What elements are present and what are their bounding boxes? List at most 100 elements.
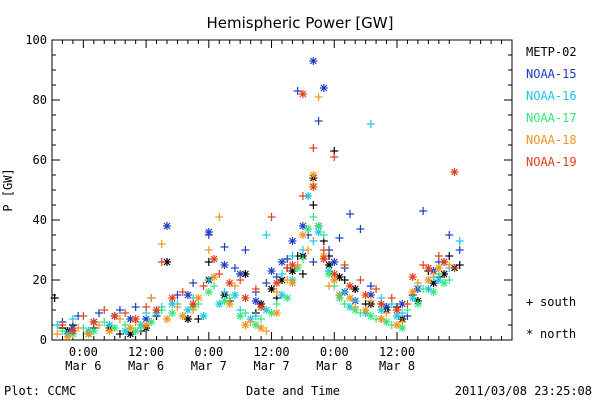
star-d2 bbox=[241, 294, 249, 302]
star-d2 bbox=[126, 330, 134, 338]
south-point bbox=[100, 306, 109, 314]
south-point bbox=[251, 285, 260, 293]
star-d2 bbox=[184, 315, 192, 323]
x-tick-date: Mar 6 bbox=[65, 359, 101, 373]
south-point bbox=[131, 303, 140, 311]
south-point bbox=[356, 225, 365, 233]
star-d2 bbox=[147, 318, 155, 326]
south-point bbox=[157, 240, 166, 248]
star-d2 bbox=[226, 279, 234, 287]
north-point bbox=[267, 267, 276, 275]
north-point bbox=[183, 291, 192, 299]
north-point bbox=[366, 312, 375, 320]
south-point bbox=[304, 246, 313, 254]
star-d2 bbox=[189, 300, 197, 308]
south-point bbox=[309, 213, 318, 221]
north-point bbox=[440, 258, 449, 266]
star-d2 bbox=[111, 324, 119, 332]
star-d2 bbox=[283, 294, 291, 302]
north-point bbox=[220, 261, 229, 269]
south-point bbox=[189, 279, 198, 287]
star-d2 bbox=[184, 306, 192, 314]
y-tick-label: 80 bbox=[33, 93, 47, 107]
north-point bbox=[288, 279, 297, 287]
south-point bbox=[262, 279, 271, 287]
north-point bbox=[236, 312, 245, 320]
north-point bbox=[345, 282, 354, 290]
south-point bbox=[309, 237, 318, 245]
legend-marker-symbol: + bbox=[526, 295, 533, 309]
legend: METP-02 NOAA-15 NOAA-16 NOAA-17 NOAA-18 NOAA-… bbox=[526, 45, 577, 341]
star-d2 bbox=[346, 294, 354, 302]
x-tick-date: Mar 8 bbox=[316, 359, 352, 373]
north-point bbox=[142, 321, 151, 329]
north-point bbox=[309, 57, 318, 65]
north-point bbox=[131, 327, 140, 335]
south-point bbox=[450, 264, 459, 272]
south-point bbox=[288, 252, 297, 260]
star-d2 bbox=[325, 270, 333, 278]
x-tick-time: 0:00 bbox=[320, 345, 349, 359]
star-d2 bbox=[236, 312, 244, 320]
star-d2 bbox=[205, 228, 213, 236]
star-d2 bbox=[257, 324, 265, 332]
south-point bbox=[455, 246, 464, 254]
star-d2 bbox=[383, 318, 390, 326]
south-point bbox=[257, 315, 266, 323]
star-d2 bbox=[268, 267, 275, 275]
star-d2 bbox=[330, 270, 338, 278]
north-point bbox=[163, 222, 171, 230]
north-point bbox=[89, 318, 98, 326]
star-d2 bbox=[168, 300, 176, 308]
south-point bbox=[382, 309, 391, 317]
star-d2 bbox=[424, 285, 432, 293]
north-point bbox=[309, 183, 318, 191]
x-tick-date: Mar 6 bbox=[128, 359, 164, 373]
star-d2 bbox=[142, 315, 150, 323]
star-d2 bbox=[268, 309, 275, 317]
south-point bbox=[272, 288, 281, 296]
star-d2 bbox=[132, 327, 140, 335]
star-d2 bbox=[289, 267, 296, 275]
south-point bbox=[220, 288, 229, 296]
north-point bbox=[393, 321, 401, 329]
south-point bbox=[366, 282, 375, 290]
north-point bbox=[163, 315, 171, 323]
north-point bbox=[377, 306, 386, 314]
star-d2 bbox=[252, 321, 260, 329]
x-tick-time: 0:00 bbox=[194, 345, 223, 359]
south-point bbox=[325, 282, 334, 290]
star-d2 bbox=[163, 315, 171, 323]
star-d2 bbox=[184, 291, 192, 299]
south-point bbox=[100, 318, 109, 326]
south-point bbox=[115, 306, 124, 314]
north-point bbox=[272, 279, 281, 287]
star-d2 bbox=[85, 330, 93, 338]
south-point bbox=[309, 201, 318, 209]
south-point bbox=[121, 309, 130, 317]
south-point bbox=[210, 282, 219, 290]
north-point bbox=[168, 309, 177, 317]
north-point bbox=[225, 279, 234, 287]
north-point bbox=[110, 312, 119, 320]
south-point bbox=[95, 309, 104, 317]
north-point bbox=[319, 255, 328, 263]
star-d2 bbox=[309, 183, 317, 191]
south-point bbox=[215, 213, 224, 221]
star-d2 bbox=[309, 57, 317, 65]
south-point bbox=[157, 258, 166, 266]
north-point bbox=[351, 285, 360, 293]
south-point bbox=[419, 285, 428, 293]
south-point bbox=[366, 297, 375, 305]
north-point bbox=[251, 297, 260, 305]
star-d2 bbox=[315, 228, 323, 236]
y-tick-label: 100 bbox=[25, 33, 47, 47]
south-point bbox=[413, 279, 422, 287]
north-point bbox=[283, 294, 292, 302]
star-d2 bbox=[221, 261, 228, 269]
north-point bbox=[189, 300, 198, 308]
south-point bbox=[345, 210, 354, 218]
north-point bbox=[424, 264, 433, 272]
south-point bbox=[403, 300, 412, 308]
south-point bbox=[330, 153, 339, 161]
